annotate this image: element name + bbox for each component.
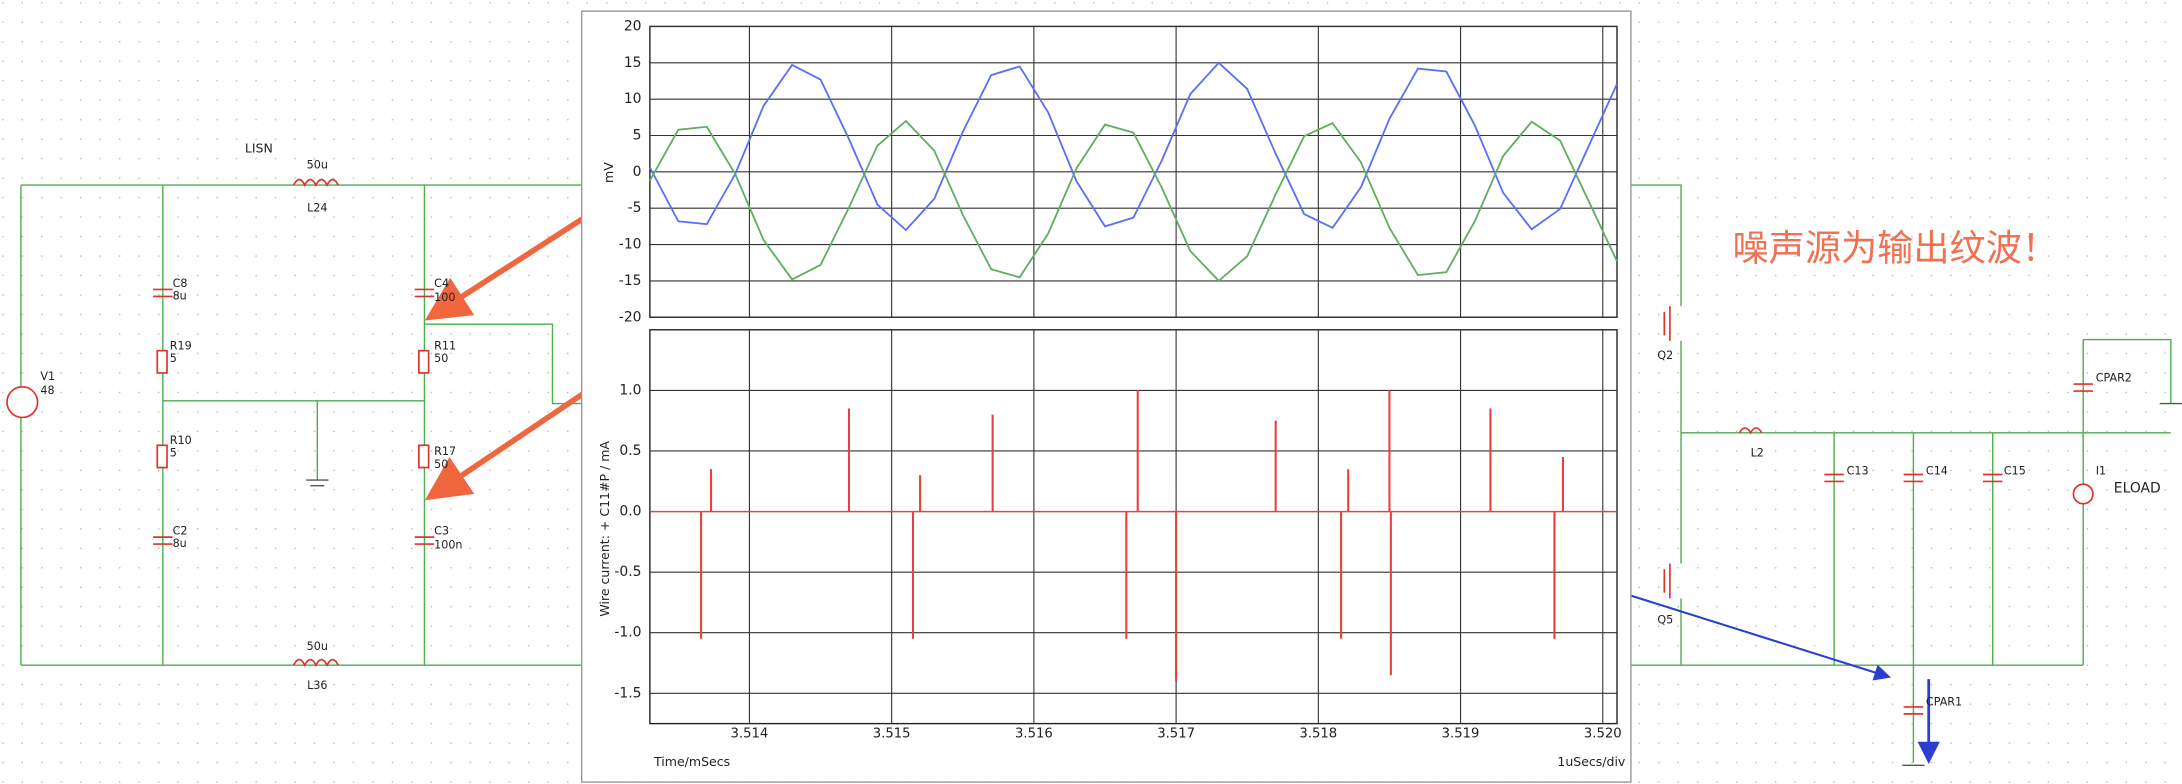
x-tick-label: 3.518 — [1299, 726, 1337, 741]
y-tick-label: 15 — [624, 55, 642, 71]
series-line — [649, 119, 1618, 283]
x-tick-label: 3.519 — [1442, 726, 1480, 741]
component-label: C4 — [434, 277, 449, 290]
y-tick-label: -5 — [628, 200, 642, 216]
component-label: ELOAD — [2114, 480, 2161, 496]
y-tick-label: -0.5 — [614, 564, 641, 580]
component-label: CPAR1 — [1926, 696, 1962, 709]
component-label: L2 — [1751, 447, 1764, 460]
x-tick-label: 3.517 — [1157, 726, 1195, 741]
component-label: 50 — [434, 458, 448, 471]
scale-label: 1uSecs/div — [1557, 754, 1626, 769]
component-label: C2 — [173, 525, 188, 538]
component-label: C3 — [434, 525, 449, 538]
y-tick-label: -20 — [619, 309, 642, 325]
y-axis-label: Wire current: + C11#P / mA — [597, 441, 612, 617]
component-label: C14 — [1926, 465, 1948, 478]
plot-area — [649, 329, 1618, 725]
y-tick-label: 5 — [633, 128, 642, 144]
y-tick-label: 0.5 — [619, 443, 641, 459]
component-label: CPAR2 — [2096, 372, 2132, 385]
component-label: 50 — [434, 352, 448, 365]
y-tick-label: -1.0 — [614, 625, 641, 641]
y-tick-label: -15 — [619, 273, 642, 289]
x-tick-label: 3.514 — [731, 726, 769, 741]
x-axis-label: Time/mSecs — [653, 754, 730, 769]
annotation: 噪声源为输出纹波！ — [1733, 226, 2059, 269]
component-label: 50u — [307, 159, 328, 172]
y-axis-label: mV — [601, 162, 616, 183]
y-tick-label: -10 — [619, 237, 642, 253]
component-label: C15 — [2004, 465, 2026, 478]
y-tick-label: 20 — [624, 18, 642, 34]
y-tick-label: 0.0 — [619, 504, 641, 520]
component-label: 8u — [173, 289, 187, 302]
component-label: L24 — [307, 202, 327, 215]
y-tick-label: 1.0 — [619, 382, 641, 398]
component-label: 100n — [434, 538, 462, 551]
component-label: C8 — [173, 277, 188, 290]
component-label: 5 — [170, 352, 177, 365]
series-line — [649, 61, 1618, 232]
component-label: Q2 — [1657, 349, 1673, 362]
component-label: C13 — [1847, 465, 1869, 478]
component-label: R19 — [170, 339, 192, 352]
component-label: LISN — [245, 140, 273, 155]
component-label: I1 — [2096, 465, 2106, 478]
component-label: 48 — [40, 384, 54, 397]
component-label: 100 — [434, 291, 455, 304]
x-tick-label: 3.520 — [1584, 726, 1622, 741]
y-tick-label: -1.5 — [614, 685, 641, 701]
x-tick-label: 3.515 — [873, 726, 911, 741]
component-label: V1 — [40, 370, 55, 383]
component-label: 5 — [170, 447, 177, 460]
y-tick-label: 0 — [633, 164, 642, 180]
component-label: 50u — [307, 640, 328, 653]
component-label: 8u — [173, 537, 187, 550]
component-label: Q5 — [1657, 614, 1673, 627]
component-label: R11 — [434, 339, 456, 352]
component-label: R10 — [170, 434, 192, 447]
schematic-components — [6, 178, 2182, 767]
x-tick-label: 3.516 — [1015, 726, 1053, 741]
component-label: L36 — [307, 679, 327, 692]
component-label: R17 — [434, 445, 456, 458]
y-tick-label: 10 — [624, 91, 642, 107]
